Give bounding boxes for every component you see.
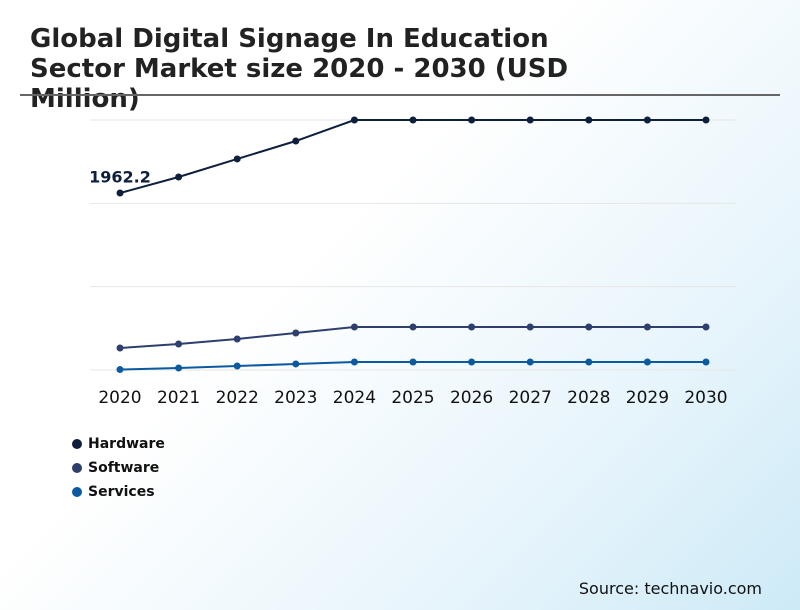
data-point [116,366,124,374]
data-point [526,116,534,124]
data-point [233,362,241,370]
chart-title: Global Digital Signage In Education Sect… [30,24,569,114]
data-point [409,358,417,366]
data-point [350,323,358,331]
x-tick-label: 2023 [274,388,317,408]
x-tick-label: 2030 [684,388,727,408]
data-point [468,116,476,124]
x-tick-label: 2026 [450,388,493,408]
data-point [233,155,241,163]
data-point [526,358,534,366]
title-rule [20,94,780,96]
data-point [116,189,124,197]
data-point [526,323,534,331]
source: Source: technavio.com [578,579,762,598]
data-point [175,173,183,181]
data-point [643,323,651,331]
legend-marker [72,487,82,497]
legend-marker [72,439,82,449]
data-point [468,358,476,366]
data-point [409,116,417,124]
legend-label: Software [88,460,159,476]
x-tick-label: 2027 [509,388,552,408]
data-point [116,344,124,352]
data-point [585,323,593,331]
data-point [702,323,710,331]
data-point [468,323,476,331]
data-point [175,364,183,372]
data-point [585,116,593,124]
legend-marker [72,463,82,473]
data-point [702,358,710,366]
x-tick-label: 2028 [567,388,610,408]
data-point [585,358,593,366]
data-point [350,116,358,124]
x-tick-label: 2022 [216,388,259,408]
legend-label: Services [88,484,155,500]
data-point [292,329,300,337]
data-point [350,358,358,366]
data-point [643,116,651,124]
data-point [175,340,183,348]
legend-label: Hardware [88,436,165,452]
series-line [119,119,706,194]
data-point [643,358,651,366]
x-tick-label: 2025 [391,388,434,408]
x-tick-label: 2024 [333,388,376,408]
x-tick-label: 2029 [626,388,669,408]
data-point [409,323,417,331]
data-label: 1962.2 [89,168,151,187]
x-tick-label: 2021 [157,388,200,408]
data-point [233,335,241,343]
data-point [292,137,300,145]
x-tick-label: 2020 [98,388,141,408]
data-point [292,360,300,368]
data-point [702,116,710,124]
